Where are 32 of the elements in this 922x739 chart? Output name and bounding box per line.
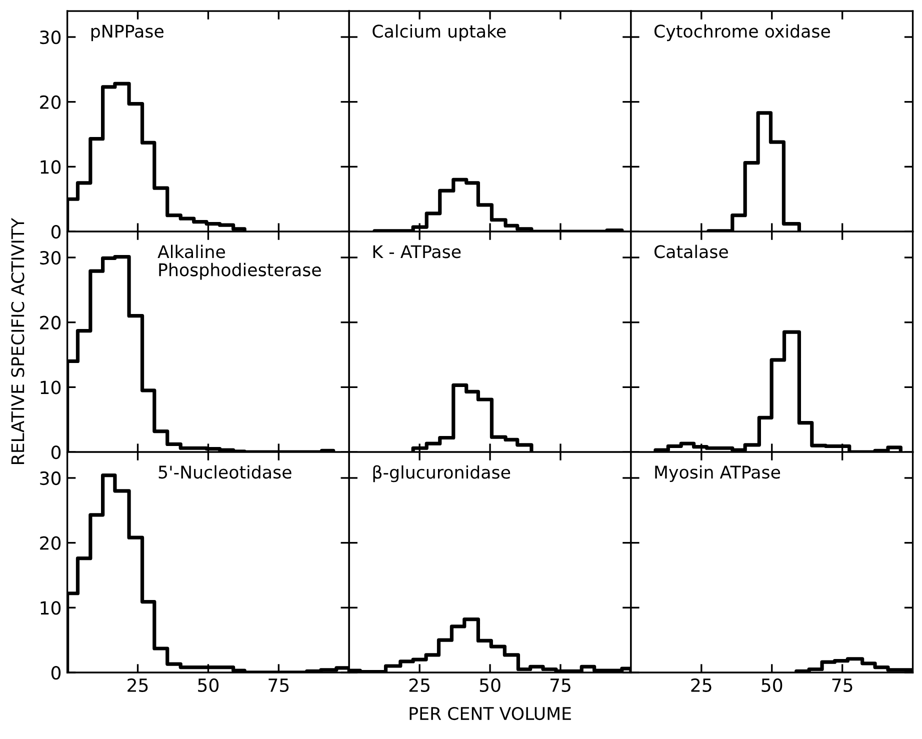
x-tick-label: 50 — [762, 678, 782, 692]
y-tick-label: 20 — [40, 536, 61, 550]
y-tick-label: 30 — [40, 250, 61, 265]
x-tick-label: 25 — [128, 678, 148, 692]
x-tick-label: 75 — [832, 678, 852, 692]
y-tick-label: 20 — [40, 95, 61, 109]
y-tick-label: 10 — [40, 601, 61, 615]
x-tick-label: 75 — [550, 678, 570, 692]
text: Catalase — [654, 244, 728, 258]
text: Cytochrome oxidase — [654, 24, 830, 42]
y-tick-label: 10 — [40, 380, 61, 394]
y-tick-label: 0 — [51, 225, 61, 239]
text: Calcium uptake — [372, 24, 506, 42]
y-tick-label: 10 — [40, 160, 61, 174]
text: Alkaline Phosphodiesterase — [158, 244, 321, 280]
y-tick-label: 30 — [40, 30, 61, 44]
x-tick-label: 25 — [691, 678, 712, 692]
x-tick-label: 25 — [409, 678, 430, 692]
y-tick-label: 0 — [51, 666, 61, 680]
y-tick-label: 20 — [40, 316, 61, 330]
text: pNPPase — [91, 24, 164, 42]
y-tick-label: 0 — [51, 445, 61, 460]
x-tick-label: 50 — [198, 678, 219, 692]
text: K - ATPase — [373, 245, 461, 258]
x-tick-label: 50 — [480, 678, 500, 692]
y-tick-label: 30 — [40, 471, 61, 486]
x-axis-title: PER CENT VOLUME — [410, 706, 571, 720]
text: β-glucuronidase — [373, 465, 510, 482]
text: 5'-Nucleotidase — [158, 465, 292, 479]
y-axis-title: RELATIVE SPECIFIC ACTIVITY — [11, 218, 24, 464]
x-tick-label: 75 — [268, 678, 289, 692]
text: Myosin ATPase — [655, 465, 780, 482]
